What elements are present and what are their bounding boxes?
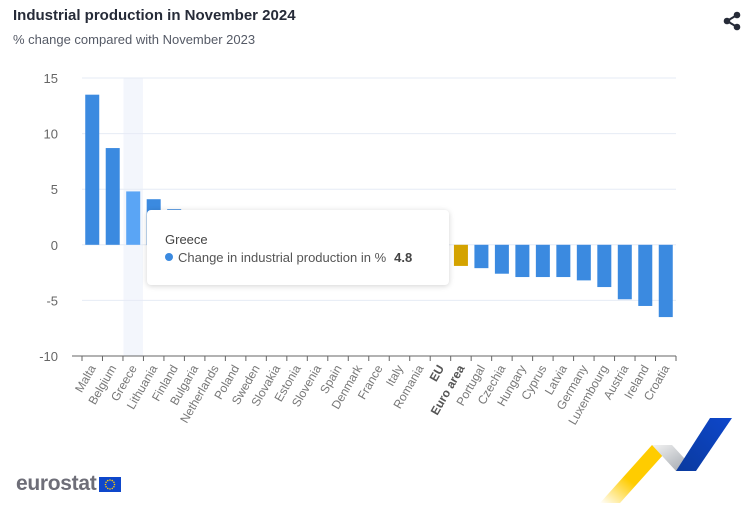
bar-greece[interactable] (126, 191, 141, 245)
bar-austria[interactable] (617, 244, 632, 300)
flag-star (107, 479, 110, 481)
bar-hungary[interactable] (515, 244, 530, 278)
bar-germany[interactable] (576, 244, 591, 281)
y-tick-label: 0 (51, 238, 58, 253)
flag-star (105, 480, 108, 483)
eurostat-ribbon-logo (600, 418, 732, 503)
share-icon[interactable] (721, 10, 743, 32)
y-tick-label: 10 (44, 127, 58, 142)
flag-star (111, 479, 114, 481)
bar-latvia[interactable] (556, 244, 571, 278)
bar-ireland[interactable] (638, 244, 653, 306)
tooltip-category: Greece (165, 232, 208, 247)
y-tick-label: 15 (44, 71, 58, 86)
flag-star (109, 478, 112, 481)
y-tick-label: -10 (39, 349, 58, 364)
bar-croatia[interactable] (658, 244, 673, 318)
tooltip-value: 4.8 (394, 250, 413, 265)
flag-star (105, 485, 108, 488)
bar-luxembourg[interactable] (597, 244, 612, 288)
series-dot-icon (165, 253, 173, 261)
flag-star (113, 485, 116, 488)
chart-subtitle: % change compared with November 2023 (13, 32, 256, 47)
flag-star (111, 487, 114, 489)
y-tick-label: 5 (51, 182, 58, 197)
logo-text: eurostat (16, 472, 97, 495)
flag-star (109, 487, 112, 490)
flag-star (113, 480, 116, 483)
y-tick-label: -5 (46, 293, 58, 308)
tooltip-row: Change in industrial production in % 4.8 (165, 250, 412, 265)
bar-euro-area[interactable] (453, 244, 468, 266)
eurostat-logo[interactable]: eurostat (16, 472, 122, 495)
bar-cyprus[interactable] (535, 244, 550, 278)
tooltip-series-label: Change in industrial production in % (178, 250, 387, 265)
bar-malta[interactable] (85, 94, 100, 245)
bar-czechia[interactable] (494, 244, 509, 274)
flag-star (105, 483, 107, 485)
chart-tooltip: Greece Change in industrial production i… (147, 210, 449, 285)
bar-belgium[interactable] (105, 148, 120, 245)
flag-star (107, 487, 110, 489)
chart-title: Industrial production in November 2024 (13, 7, 296, 24)
eu-flag-icon (99, 476, 122, 492)
bar-portugal[interactable] (474, 244, 489, 269)
flag-star (114, 483, 116, 485)
